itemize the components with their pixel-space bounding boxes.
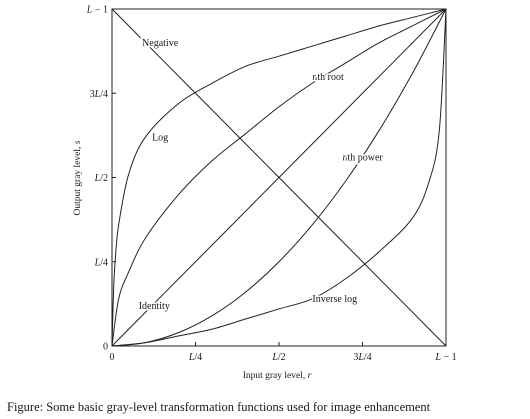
x-tick-label: L/4 — [188, 352, 202, 363]
label-nth-root: nth root — [312, 72, 344, 83]
curve-nth-power — [111, 8, 447, 347]
x-tick-label: L/2 — [271, 352, 285, 363]
y-axis-label: Output gray level, s — [73, 140, 83, 215]
x-tick-label: L − 1 — [434, 352, 456, 363]
figure-caption: Figure: Some basic gray-level transforma… — [7, 400, 431, 414]
x-axis-label: Input gray level, r — [243, 371, 312, 381]
label-log: Log — [152, 132, 168, 143]
curve-identity — [111, 8, 447, 347]
y-tick-label: L/4 — [94, 257, 108, 268]
x-tick-label: 3L/4 — [353, 352, 371, 363]
label-inverse-log: Inverse log — [312, 294, 357, 305]
curve-nth-root — [111, 8, 447, 347]
x-tick-label: 0 — [110, 352, 115, 363]
curve-inverse-log — [111, 8, 447, 347]
y-tick-label: L/2 — [94, 173, 108, 184]
y-tick-label: 3L/4 — [90, 89, 108, 100]
label-negative: Negative — [142, 38, 179, 49]
y-tick-label: 0 — [103, 342, 108, 353]
label-identity: Identity — [139, 301, 170, 312]
curve-log — [111, 8, 447, 347]
label-nth-power: nth power — [342, 153, 383, 164]
y-tick-label: L − 1 — [86, 5, 108, 16]
